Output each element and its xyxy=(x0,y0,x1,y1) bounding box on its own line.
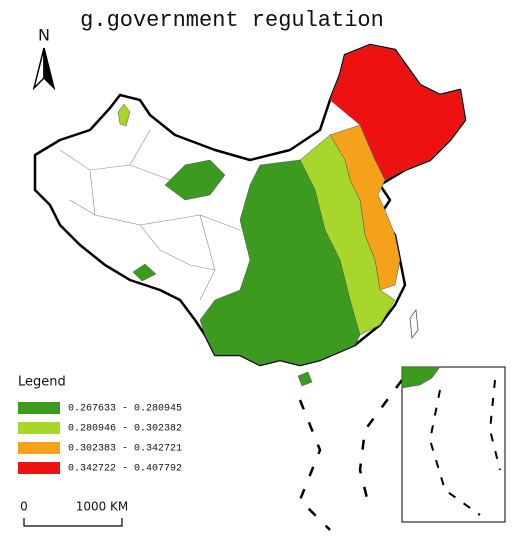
inset-frame xyxy=(401,366,506,523)
legend: 0.267633 - 0.280945 0.280946 - 0.302382 0.… xyxy=(18,402,182,475)
inset-sea-lines xyxy=(428,379,501,516)
region-class-1 xyxy=(132,263,157,282)
north-arrow: N xyxy=(32,26,56,91)
legend-swatch xyxy=(18,402,60,414)
region-class-2 xyxy=(117,103,131,127)
legend-label: 0.280946 - 0.302382 xyxy=(68,424,182,435)
legend-label: 0.302383 - 0.342721 xyxy=(68,444,182,455)
scale-label: 1000 KM xyxy=(76,500,129,514)
legend-label: 0.267633 - 0.280945 xyxy=(68,404,182,415)
sea-lines xyxy=(298,379,404,531)
legend-title: Legend xyxy=(18,375,66,390)
legend-swatch xyxy=(18,462,60,474)
scale-label: 0 xyxy=(20,500,28,514)
province-borders xyxy=(59,129,241,301)
map-title: g.government regulation xyxy=(80,8,384,33)
region-class-1 xyxy=(199,159,361,366)
north-label: N xyxy=(38,26,50,45)
island xyxy=(409,308,419,340)
scale-bar xyxy=(23,518,123,527)
region-class-1 xyxy=(401,366,441,389)
region-class-1 xyxy=(297,371,313,387)
region-class-1 xyxy=(164,159,226,201)
legend-swatch xyxy=(18,442,60,454)
legend-label: 0.342722 - 0.407792 xyxy=(68,464,182,475)
legend-swatch xyxy=(18,422,60,434)
